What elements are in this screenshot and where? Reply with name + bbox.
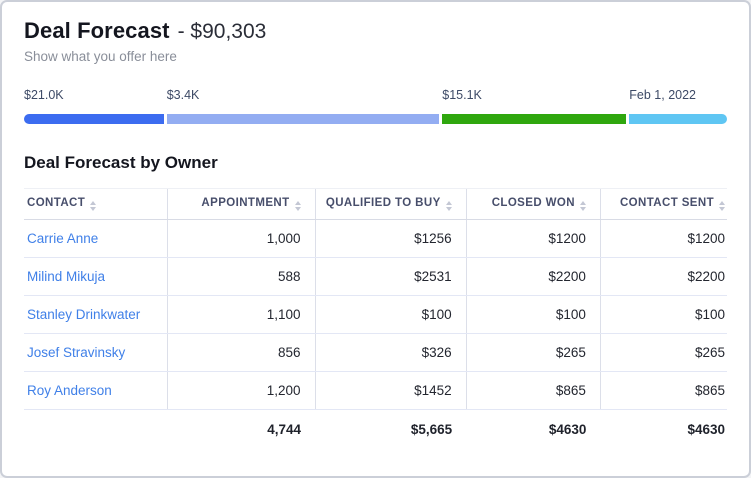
table-row: Milind Mikuja 588 $2531 $2200 $2200 (24, 257, 727, 296)
column-header-label: Contact (27, 197, 86, 209)
contact-link[interactable]: Roy Anderson (27, 383, 112, 398)
qualified-to-buy-cell: $2531 (314, 257, 467, 296)
table-totals-row: 4,744 $5,665 $4630 $4630 (24, 410, 727, 450)
progress-segment-1 (166, 114, 443, 124)
sort-icon[interactable] (579, 201, 586, 211)
progress-label-1: $3.4K (166, 88, 200, 102)
contact-link[interactable]: Carrie Anne (27, 231, 99, 246)
progress-segment-2 (442, 114, 630, 124)
closed-won-cell: $100 (465, 295, 601, 334)
progress-label-2: $15.1K (442, 88, 482, 102)
forecast-progress: $21.0K $3.4K $15.1K Feb 1, 2022 (24, 88, 727, 124)
column-header-contact[interactable]: Contact (24, 188, 168, 220)
contact-cell: Josef Stravinsky (24, 333, 168, 372)
section-title: Deal Forecast by Owner (24, 153, 218, 172)
contact-cell: Carrie Anne (24, 219, 168, 258)
column-header-label: Qualified To Buy (325, 197, 441, 209)
closed-won-cell: $865 (465, 371, 601, 410)
closed-won-cell: $2200 (465, 257, 601, 296)
appointment-cell: 856 (166, 333, 316, 372)
sort-icon[interactable] (445, 201, 452, 211)
contact-cell: Roy Anderson (24, 371, 168, 410)
title-line: Deal Forecast - $90,303 (24, 18, 727, 44)
progress-segment-0 (24, 114, 167, 124)
progress-segment-3 (629, 114, 727, 124)
sort-icon[interactable] (90, 201, 97, 211)
appointment-cell: 1,200 (166, 371, 316, 410)
progress-bar (24, 114, 727, 124)
deal-forecast-table: Contact Appointment Qualified To Buy Clo… (24, 188, 727, 449)
table-row: Roy Anderson 1,200 $1452 $865 $865 (24, 371, 727, 410)
forecast-total-amount: - $90,303 (177, 20, 267, 43)
closed-won-total: $4630 (548, 422, 587, 437)
column-header-contact-sent[interactable]: Contact Sent (599, 188, 727, 220)
contact-link[interactable]: Milind Mikuja (27, 269, 106, 284)
contact-sent-cell: $1200 (599, 219, 727, 258)
appointment-cell: 1,000 (166, 219, 316, 258)
contact-link[interactable]: Stanley Drinkwater (27, 307, 141, 322)
column-header-label: Contact Sent (619, 197, 714, 209)
table-header-row: Contact Appointment Qualified To Buy Clo… (24, 188, 727, 220)
progress-labels: $21.0K $3.4K $15.1K Feb 1, 2022 (24, 88, 727, 104)
contact-sent-cell: $100 (599, 295, 727, 334)
column-header-label: Appointment (201, 197, 290, 209)
qualified-to-buy-total: $5,665 (410, 422, 453, 437)
contact-sent-total: $4630 (687, 422, 725, 437)
appointment-cell: 1,100 (166, 295, 316, 334)
column-header-appointment[interactable]: Appointment (166, 188, 316, 220)
table-row: Stanley Drinkwater 1,100 $100 $100 $100 (24, 295, 727, 334)
contact-cell: Milind Mikuja (24, 257, 168, 296)
qualified-to-buy-cell: $100 (314, 295, 467, 334)
progress-label-0: $21.0K (24, 88, 64, 102)
contact-cell: Stanley Drinkwater (24, 295, 168, 334)
column-header-qualified-to-buy[interactable]: Qualified To Buy (314, 188, 467, 220)
column-header-closed-won[interactable]: Closed Won (465, 188, 601, 220)
qualified-to-buy-cell: $326 (314, 333, 467, 372)
qualified-to-buy-cell: $1452 (314, 371, 467, 410)
sort-icon[interactable] (294, 201, 301, 211)
table-row: Josef Stravinsky 856 $326 $265 $265 (24, 333, 727, 372)
closed-won-cell: $265 (465, 333, 601, 372)
page-subtitle: Show what you offer here (24, 49, 177, 64)
contact-sent-cell: $265 (599, 333, 727, 372)
page-title: Deal Forecast (24, 18, 170, 43)
progress-label-3: Feb 1, 2022 (629, 88, 696, 102)
contact-sent-cell: $865 (599, 371, 727, 410)
appointment-total: 4,744 (267, 422, 302, 437)
table-row: Carrie Anne 1,000 $1256 $1200 $1200 (24, 219, 727, 258)
closed-won-cell: $1200 (465, 219, 601, 258)
contact-link[interactable]: Josef Stravinsky (27, 345, 126, 360)
totals-empty-cell (24, 410, 167, 450)
column-header-label: Closed Won (491, 197, 575, 209)
qualified-to-buy-cell: $1256 (314, 219, 467, 258)
report-header: Deal Forecast - $90,303 Show what you of… (24, 18, 727, 64)
appointment-cell: 588 (166, 257, 316, 296)
sort-icon[interactable] (719, 201, 725, 211)
contact-sent-cell: $2200 (599, 257, 727, 296)
